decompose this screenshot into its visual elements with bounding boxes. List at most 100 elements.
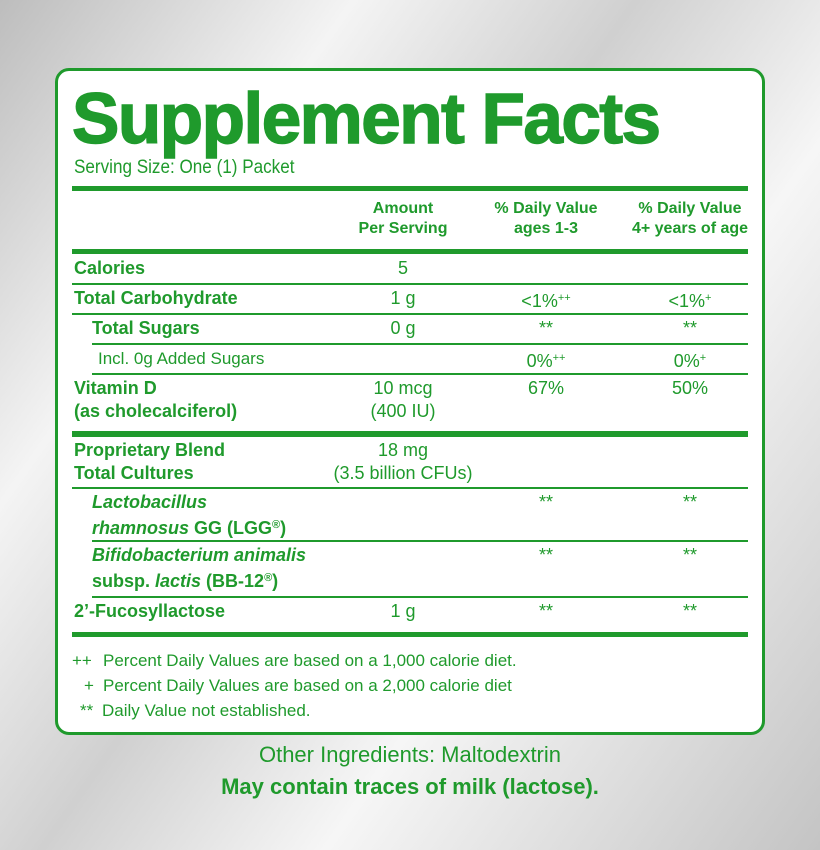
text-line: ** xyxy=(538,545,554,565)
text-line: 4+ years of age xyxy=(631,220,749,237)
text-line: Calories xyxy=(74,258,146,278)
rule xyxy=(72,431,748,437)
allergen: May contain traces of milk (lactose). xyxy=(221,774,599,799)
cell: 5 xyxy=(398,257,408,280)
text-line: ** xyxy=(682,601,698,621)
text-segment: + xyxy=(705,292,712,304)
text-line: 10 mcg xyxy=(373,378,433,398)
text-line: 1 g xyxy=(390,601,416,621)
text-line: 0%+ xyxy=(674,347,706,373)
text-line: Incl. 0g Added Sugars xyxy=(98,349,265,368)
cell: 0%++ xyxy=(527,347,566,373)
text-line: 0 g xyxy=(390,318,416,338)
text-line: ** xyxy=(538,492,554,512)
cell: ** xyxy=(539,491,553,514)
footnote-text: Percent Daily Values are based on a 1,00… xyxy=(103,651,517,670)
text-line: ** xyxy=(682,492,698,512)
row-name: 2’-Fucosyllactose xyxy=(74,600,225,623)
text-segment: ) xyxy=(272,571,279,591)
column-header: Amount Per Serving xyxy=(359,199,448,239)
cell: 10 mcg (400 IU) xyxy=(370,377,435,423)
text-line: % Daily Value xyxy=(494,200,598,217)
text-line: Total Carbohydrate xyxy=(74,288,238,308)
text-segment: <1% xyxy=(668,291,706,311)
row-name: Bifidobacterium animalis subsp. lactis (B… xyxy=(92,544,306,593)
other-ingredients: Other Ingredients: Maltodextrin xyxy=(258,742,562,767)
rule xyxy=(72,186,748,191)
text-line: rhamnosus GG (LGG®) xyxy=(92,514,286,540)
text-line: % Daily Value xyxy=(638,200,742,217)
text-line: <1%++ xyxy=(521,287,570,313)
cell: ** xyxy=(683,317,697,340)
row-name: Vitamin D (as cholecalciferol) xyxy=(74,377,237,423)
rule xyxy=(72,632,748,637)
rule xyxy=(72,249,748,254)
text-line: <1%+ xyxy=(669,287,712,313)
rule xyxy=(72,487,748,489)
text-line: Proprietary Blend xyxy=(74,440,226,460)
footnote-symbol: ++ xyxy=(72,651,92,670)
text-segment: <1% xyxy=(521,291,558,311)
text-line: Vitamin D xyxy=(74,378,157,398)
cell: ** xyxy=(683,544,697,567)
text-segment: rhamnosus xyxy=(92,518,190,538)
rule xyxy=(72,283,748,285)
text-line: Total Cultures xyxy=(74,463,194,483)
column-header: % Daily Value ages 1-3 xyxy=(494,199,597,239)
text-line: subsp. lactis (BB-12®) xyxy=(92,567,306,593)
footnote-text: Percent Daily Values are based on a 2,00… xyxy=(103,676,512,695)
text-line: ** xyxy=(538,318,554,338)
footnote-symbol: ** xyxy=(80,701,94,720)
text-segment: ® xyxy=(264,572,273,584)
column-header: % Daily Value 4+ years of age xyxy=(632,199,748,239)
cell: ** xyxy=(683,491,697,514)
text-segment: (BB-12 xyxy=(201,571,265,591)
rule xyxy=(72,313,748,315)
text-line: 5 xyxy=(397,258,409,278)
cell: 50% xyxy=(672,377,708,400)
cell: 0%+ xyxy=(674,347,706,373)
text-line: Total Sugars xyxy=(92,318,200,338)
cell: ** xyxy=(539,600,553,623)
cell: <1%++ xyxy=(521,287,570,313)
rule xyxy=(92,540,748,542)
text-segment: + xyxy=(699,352,707,364)
text-segment: subsp. xyxy=(92,571,156,591)
text-line: 2’-Fucosyllactose xyxy=(74,601,226,621)
serving-size: Serving Size: One (1) Packet xyxy=(74,157,295,178)
row-name: Incl. 0g Added Sugars xyxy=(98,347,264,370)
row-name: Total Sugars xyxy=(92,317,200,340)
text-line: ages 1-3 xyxy=(513,220,579,237)
facts-panel: Supplement Facts Serving Size: One (1) P… xyxy=(55,68,765,735)
text-segment: Bifidobacterium animalis xyxy=(92,545,307,565)
text-segment: ++ xyxy=(552,352,566,364)
text-line: Per Serving xyxy=(358,220,448,237)
cell: 67% xyxy=(528,377,564,400)
text-segment: Lactobacillus xyxy=(92,492,208,512)
cell: <1%+ xyxy=(669,287,712,313)
cell: 0 g xyxy=(390,317,415,340)
text-line: Amount xyxy=(372,200,434,217)
cell: 1 g xyxy=(390,600,415,623)
text-line: (400 IU) xyxy=(370,401,436,421)
text-segment: GG (LGG xyxy=(189,518,273,538)
footnote-symbol: + xyxy=(84,676,94,695)
text-line: Lactobacillus xyxy=(92,491,286,514)
row-name: Lactobacillus rhamnosus GG (LGG®) xyxy=(92,491,286,540)
cell: ** xyxy=(539,317,553,340)
title: Supplement Facts xyxy=(71,79,662,160)
footnote-text: Daily Value not established. xyxy=(102,701,311,720)
text-line: ** xyxy=(682,318,698,338)
text-line: (as cholecalciferol) xyxy=(74,401,238,421)
rule xyxy=(92,343,748,345)
cell: 18 mg (3.5 billion CFUs) xyxy=(333,439,472,485)
text-segment: lactis xyxy=(155,571,202,591)
text-line: 50% xyxy=(671,378,709,398)
row-name: Proprietary Blend Total Cultures xyxy=(74,439,225,485)
text-segment: 0% xyxy=(526,351,553,371)
row-name: Total Carbohydrate xyxy=(74,287,238,310)
text-line: ** xyxy=(682,545,698,565)
rule xyxy=(92,373,748,375)
cell: ** xyxy=(539,544,553,567)
